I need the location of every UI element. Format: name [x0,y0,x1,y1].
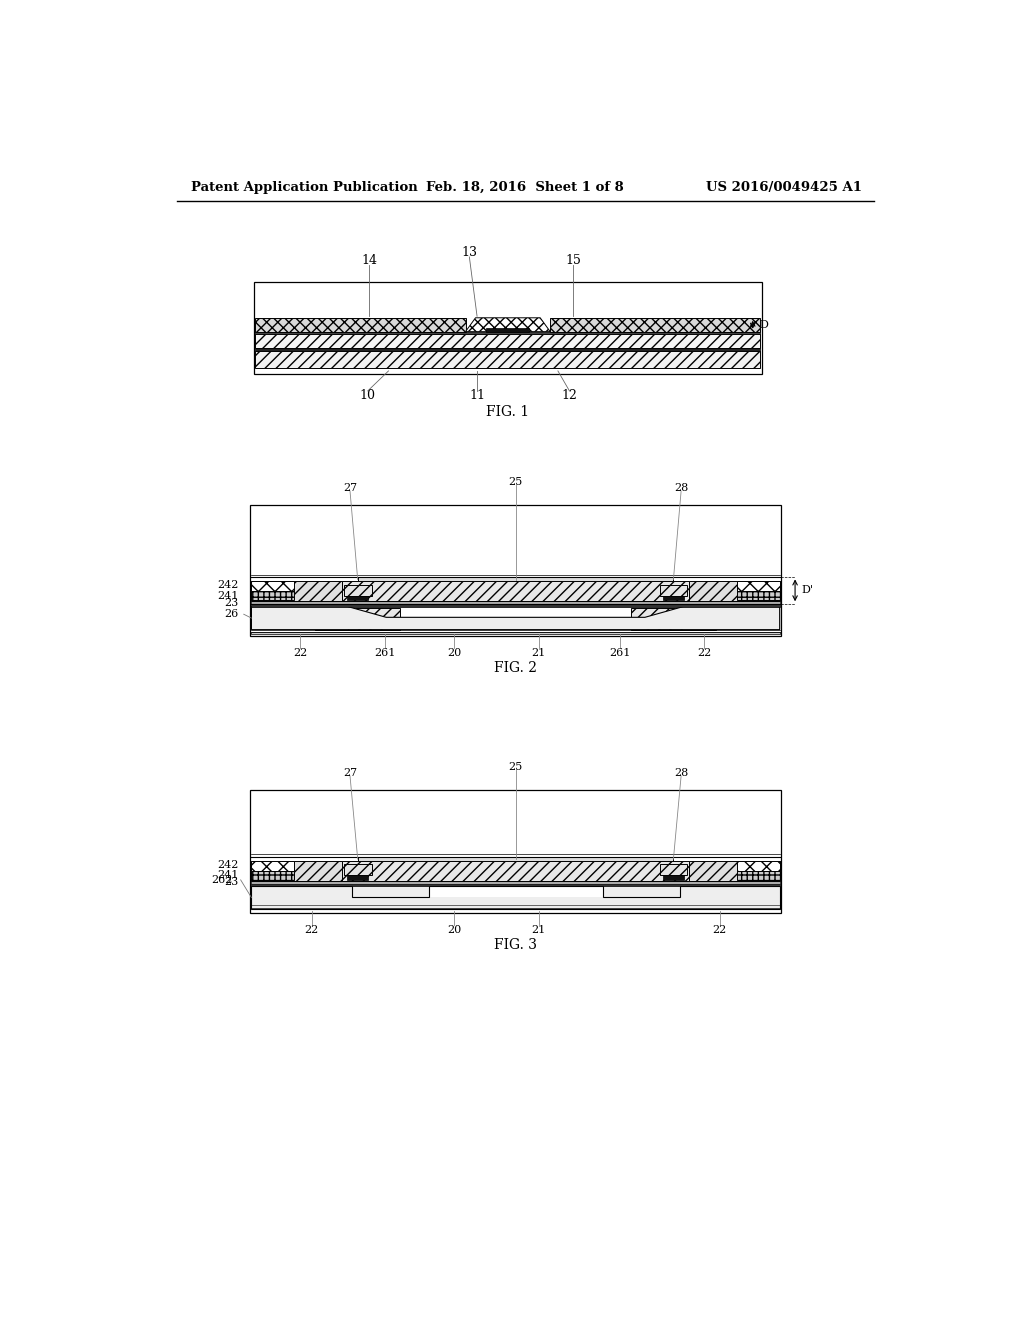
Bar [344,865,372,875]
Bar [252,886,351,909]
Text: 21: 21 [531,648,546,657]
Bar [602,886,680,909]
Bar [683,607,779,630]
Bar [737,861,779,871]
Text: 261: 261 [374,648,395,657]
Bar [659,865,687,875]
Bar [252,601,779,605]
Bar [255,318,466,331]
Text: 10: 10 [359,389,376,403]
Bar [315,609,400,630]
Bar [386,618,645,630]
Bar [357,577,674,581]
Text: D: D [759,319,768,330]
Bar [347,875,369,880]
Text: FIG. 3: FIG. 3 [494,939,537,952]
Text: 27: 27 [343,483,357,492]
Bar [252,581,294,591]
Text: 261: 261 [609,648,630,657]
Text: 20: 20 [446,648,461,657]
Text: FIG. 2: FIG. 2 [494,661,537,675]
Text: 23: 23 [224,878,239,887]
Bar [631,609,716,630]
Bar [252,591,294,601]
Text: Patent Application Publication: Patent Application Publication [190,181,418,194]
Bar [252,884,779,886]
Bar [252,605,779,607]
Text: 241: 241 [217,591,239,601]
Text: FIG. 1: FIG. 1 [486,405,529,420]
Polygon shape [348,607,386,630]
Text: Feb. 18, 2016  Sheet 1 of 8: Feb. 18, 2016 Sheet 1 of 8 [426,181,624,194]
Bar [663,875,684,880]
Bar [252,880,779,884]
Bar [252,861,342,880]
Bar [252,581,342,601]
Text: 11: 11 [469,389,485,403]
Polygon shape [466,318,550,331]
Bar [250,789,781,913]
Bar [250,506,781,636]
Bar [255,331,761,334]
Bar [737,871,779,880]
Text: 22: 22 [713,925,727,935]
Bar [252,871,294,880]
Text: 23: 23 [224,598,239,607]
Bar [689,581,779,601]
Bar [351,886,429,909]
Text: 22: 22 [697,648,712,657]
Text: US 2016/0049425 A1: US 2016/0049425 A1 [707,181,862,194]
Bar [659,585,687,595]
Bar [663,595,684,601]
Text: 20: 20 [446,925,461,935]
Text: 14: 14 [361,253,377,267]
Bar [252,607,348,630]
Bar [344,585,372,595]
Text: 242: 242 [217,859,239,870]
Bar [255,348,761,351]
Bar [429,896,602,909]
Bar [357,857,674,861]
Bar [342,861,689,880]
Bar [255,351,761,368]
Text: 262: 262 [212,875,233,884]
Text: 241: 241 [217,870,239,880]
Text: 28: 28 [674,768,688,777]
Text: 242: 242 [217,581,239,590]
Bar [254,281,762,374]
Bar [689,861,779,880]
Text: 15: 15 [565,253,582,267]
Bar [252,632,779,635]
Bar [486,327,529,331]
Text: 28: 28 [674,483,688,492]
Polygon shape [645,607,683,630]
Text: 22: 22 [293,648,307,657]
Text: D': D' [802,585,813,595]
Text: 12: 12 [561,389,578,403]
Bar [342,581,689,601]
Bar [680,886,779,909]
Bar [255,334,761,348]
Text: 25: 25 [509,762,522,772]
Bar [252,896,779,909]
Bar [252,861,294,871]
Text: 13: 13 [462,246,477,259]
Bar [737,581,779,591]
Bar [347,595,369,601]
Text: 22: 22 [304,925,318,935]
Text: 27: 27 [343,768,357,777]
Bar [737,591,779,601]
Bar [550,318,761,331]
Text: 26: 26 [224,610,239,619]
Text: 25: 25 [509,477,522,487]
Text: 21: 21 [531,925,546,935]
